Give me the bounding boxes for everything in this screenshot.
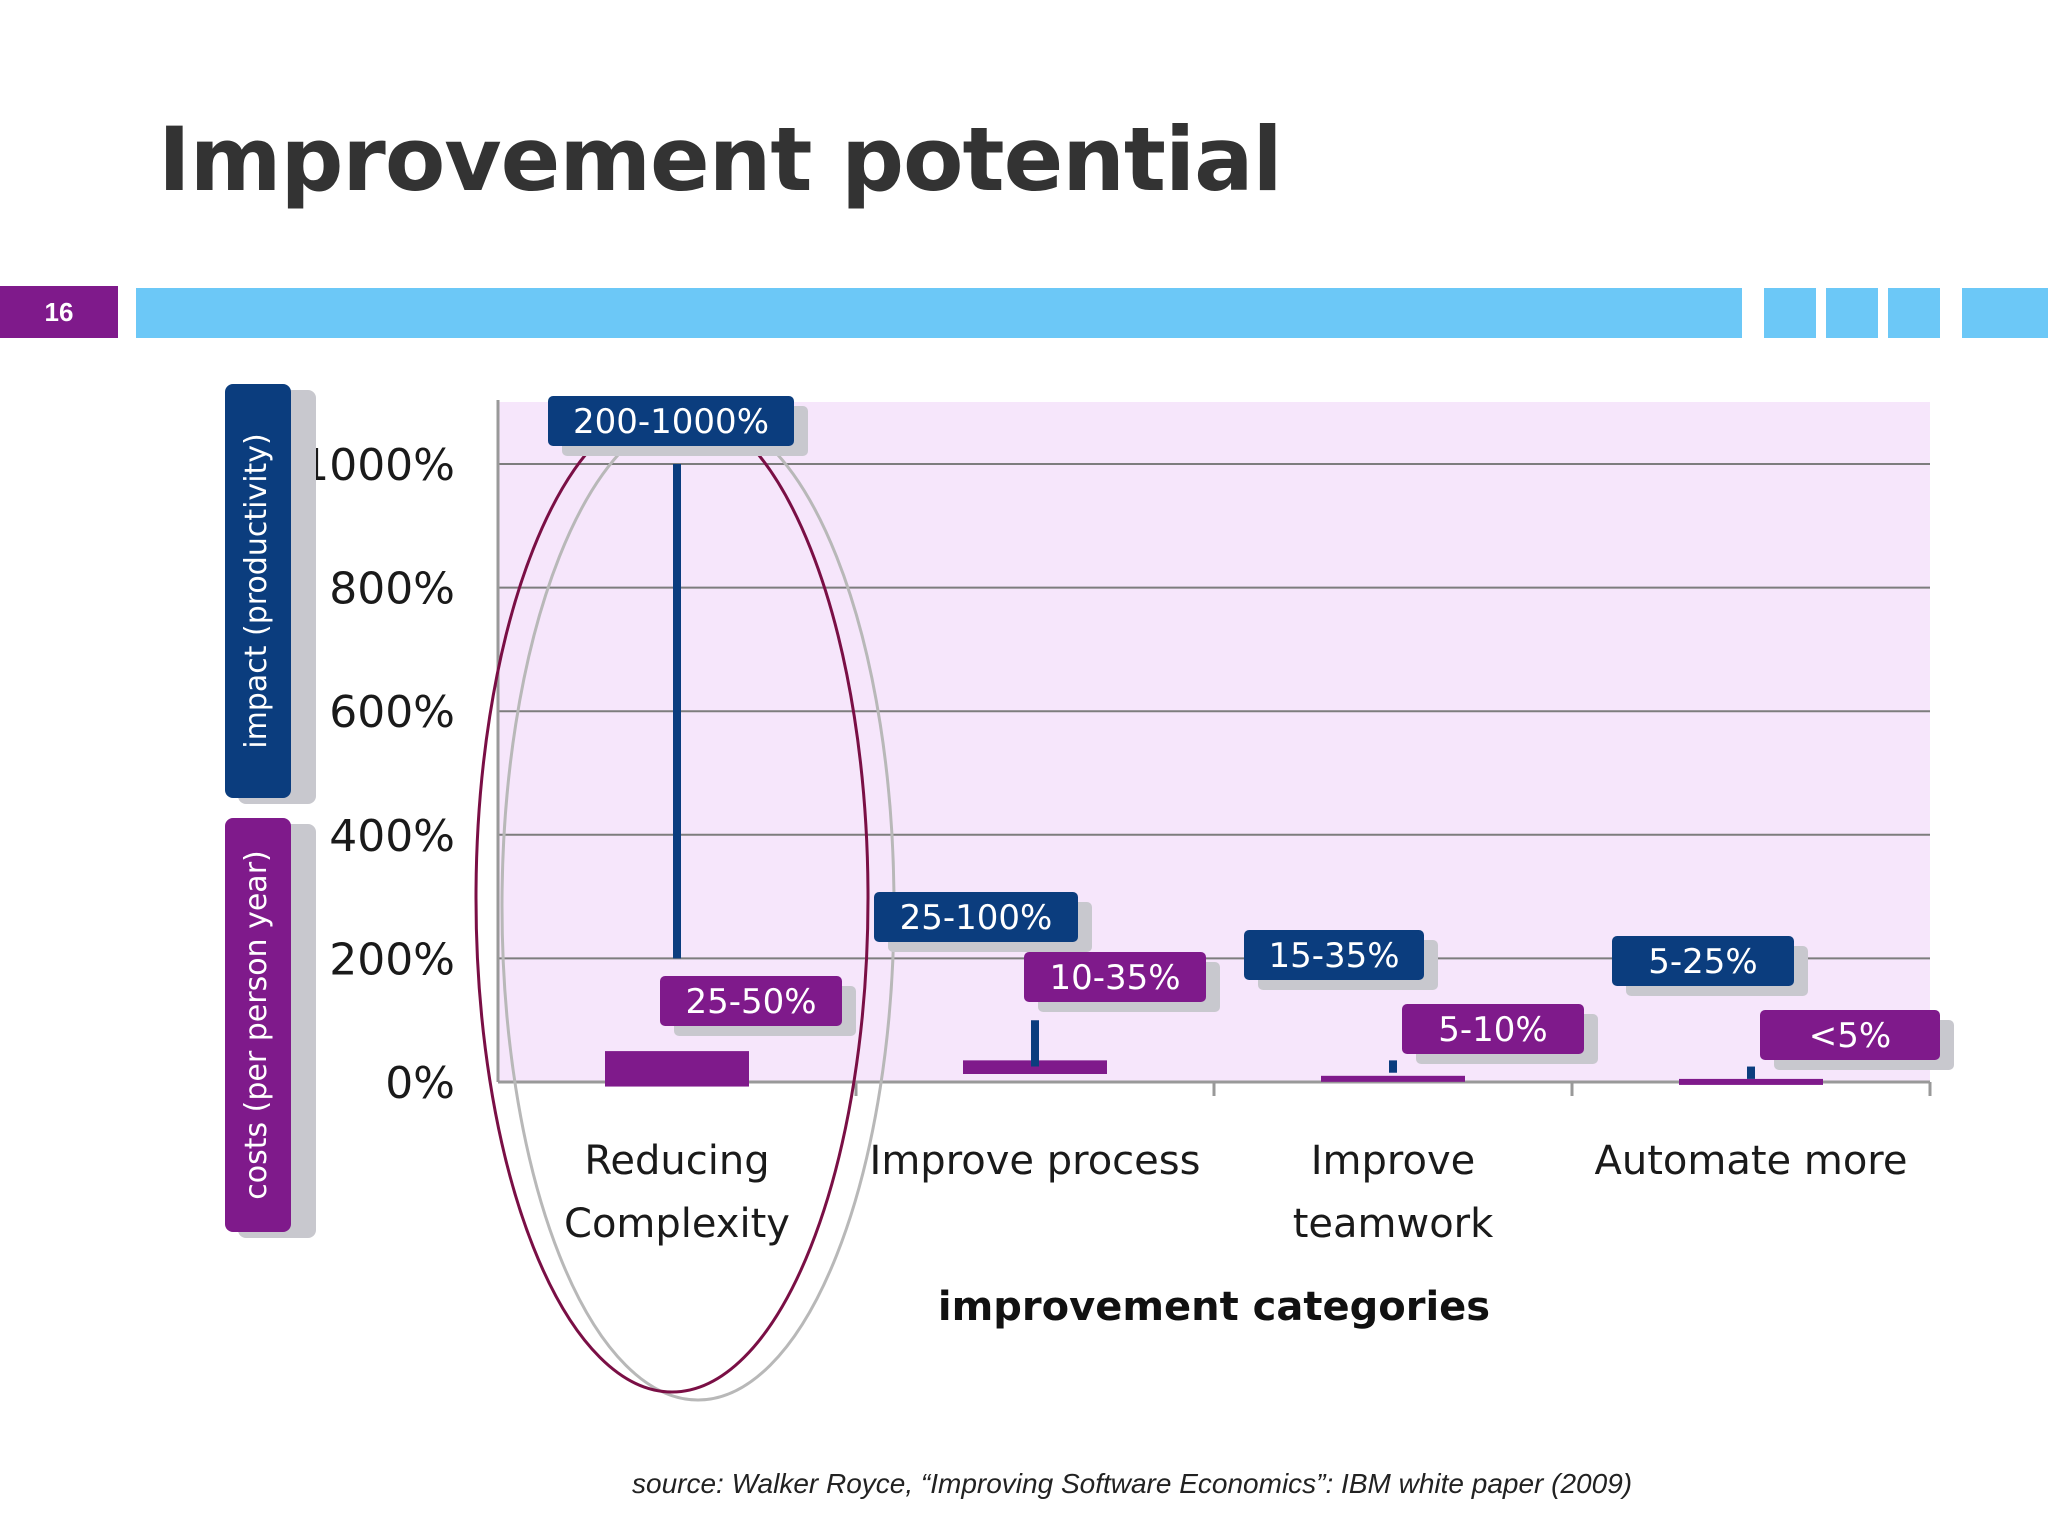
y-tick-label: 800% <box>329 564 455 615</box>
impact-value-label-box <box>1612 936 1794 986</box>
accent-band-square <box>1888 288 1940 338</box>
y-tick-label: 200% <box>329 934 455 985</box>
costs-value-label-box <box>660 976 842 1026</box>
impact-axis-title-label: impact (productivity) <box>239 433 274 749</box>
y-tick-label: 0% <box>385 1058 455 1109</box>
costs-value-label: <5% <box>1809 1016 1891 1056</box>
impact-value-label-box <box>548 396 794 446</box>
accent-band-square <box>1826 288 1878 338</box>
y-tick-label: 400% <box>329 811 455 862</box>
slide-title: Improvement potential <box>158 108 1283 211</box>
slide-number: 16 <box>0 286 118 338</box>
costs-axis-title-label: costs (per person year) <box>239 850 274 1199</box>
impact-value-label: 5-25% <box>1648 942 1757 982</box>
x-category-label: teamwork <box>1293 1201 1494 1247</box>
x-category-label: Improve <box>1311 1138 1475 1184</box>
impact-value-label-box <box>874 892 1078 942</box>
x-category-label: Complexity <box>564 1201 790 1247</box>
x-category-label: Automate more <box>1595 1138 1908 1184</box>
x-axis-title: improvement categories <box>938 1284 1490 1330</box>
x-category-label: Reducing <box>584 1138 769 1184</box>
costs-value-label: 10-35% <box>1049 958 1180 998</box>
costs-axis-title-badge <box>225 818 291 1232</box>
costs-bar <box>1679 1078 1823 1085</box>
costs-bar <box>1321 1075 1465 1082</box>
costs-bar <box>963 1060 1107 1074</box>
impact-value-label: 15-35% <box>1268 936 1399 976</box>
impact-value-label: 200-1000% <box>573 402 769 442</box>
accent-band-square <box>1764 288 1816 338</box>
impact-value-label: 25-100% <box>900 898 1053 938</box>
accent-band <box>136 288 1742 338</box>
y-tick-label: 1000% <box>301 440 455 491</box>
costs-value-label-box <box>1402 1004 1584 1054</box>
accent-band-square <box>1962 288 2048 338</box>
impact-value-label-box <box>1244 930 1424 980</box>
costs-value-label-box <box>1760 1010 1940 1060</box>
costs-value-label: 5-10% <box>1438 1010 1547 1050</box>
y-tick-label: 600% <box>329 687 455 738</box>
costs-bar <box>605 1051 749 1087</box>
x-category-label: Improve process <box>870 1138 1201 1184</box>
impact-axis-title-badge <box>225 384 291 798</box>
costs-value-label: 25-50% <box>685 982 816 1022</box>
costs-value-label-box <box>1024 952 1206 1002</box>
source-note: source: Walker Royce, “Improving Softwar… <box>632 1468 1633 1499</box>
